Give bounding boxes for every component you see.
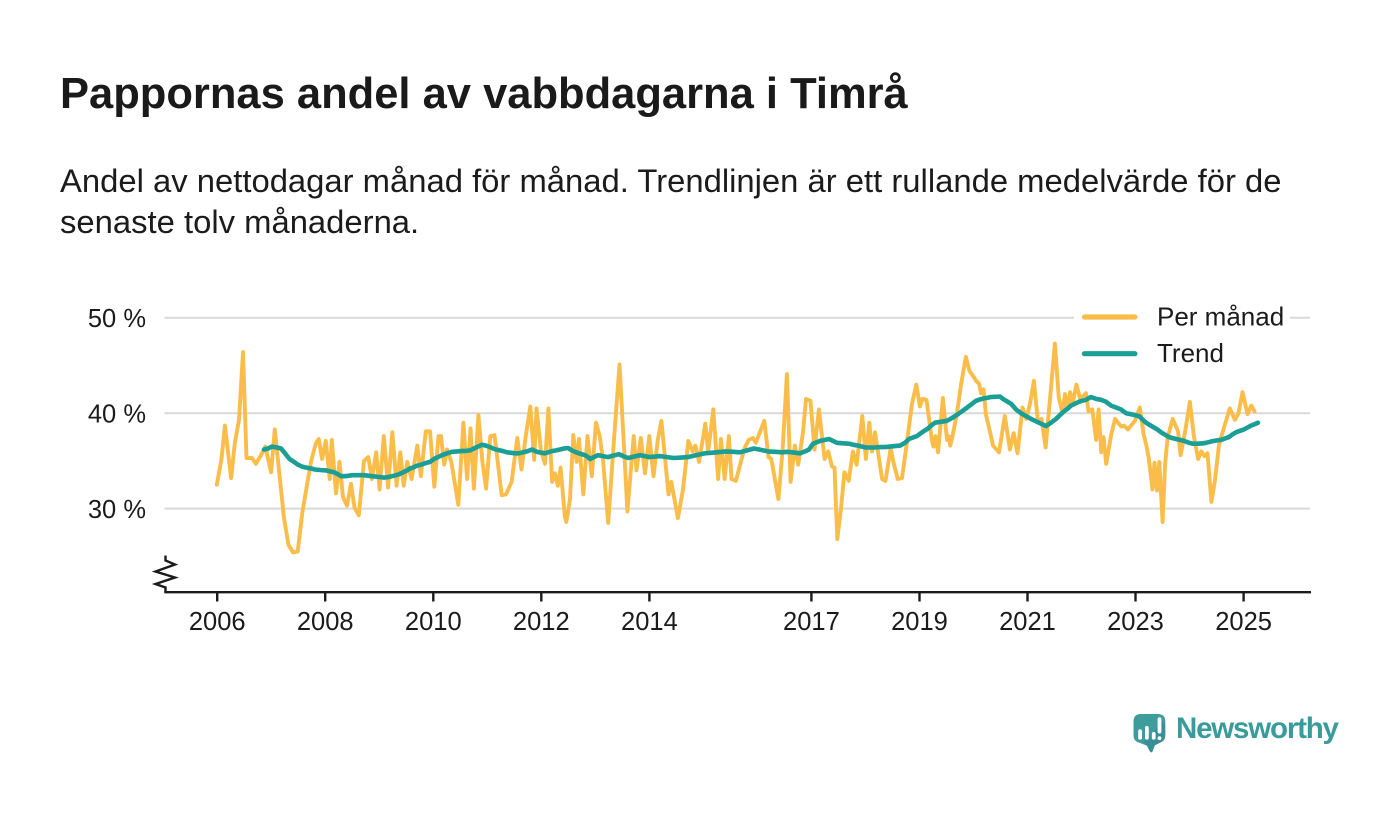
svg-text:2023: 2023 xyxy=(1107,608,1164,636)
svg-text:2021: 2021 xyxy=(999,608,1056,636)
svg-text:40 %: 40 % xyxy=(88,401,146,429)
svg-text:50 %: 50 % xyxy=(88,305,146,333)
svg-text:Per månad: Per månad xyxy=(1157,302,1284,332)
svg-text:2017: 2017 xyxy=(783,608,840,636)
svg-text:2006: 2006 xyxy=(189,608,246,636)
svg-text:30 %: 30 % xyxy=(88,496,146,524)
svg-text:2012: 2012 xyxy=(513,608,570,636)
svg-text:2010: 2010 xyxy=(405,608,462,636)
svg-text:Trend: Trend xyxy=(1157,338,1224,368)
svg-text:2019: 2019 xyxy=(891,608,948,636)
svg-text:2014: 2014 xyxy=(621,608,678,636)
svg-text:2025: 2025 xyxy=(1215,608,1272,636)
svg-text:2008: 2008 xyxy=(297,608,354,636)
